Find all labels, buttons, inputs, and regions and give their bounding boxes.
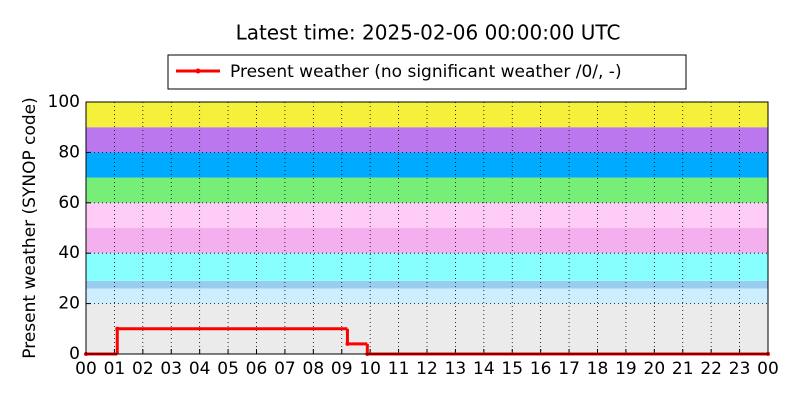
- legend-marker: [195, 68, 201, 74]
- y-tick-label: 60: [58, 193, 80, 213]
- data-point: [345, 341, 350, 346]
- x-tick-label: 20: [644, 359, 666, 379]
- y-axis-label: Present weather (SYNOP code): [20, 97, 40, 358]
- x-tick-label: 12: [416, 359, 438, 379]
- x-tick-label: 00: [75, 359, 97, 379]
- x-tick-label: 03: [160, 359, 182, 379]
- weather-band: [86, 288, 768, 304]
- weather-band: [86, 152, 768, 178]
- x-tick-label: 09: [331, 359, 353, 379]
- x-tick-label: 23: [729, 359, 751, 379]
- chart-title: Latest time: 2025-02-06 00:00:00 UTC: [236, 21, 621, 45]
- x-tick-label: 01: [104, 359, 126, 379]
- y-tick-label: 0: [69, 344, 80, 364]
- x-tick-label: 14: [473, 359, 495, 379]
- x-tick-label: 07: [274, 359, 296, 379]
- x-tick-label: 08: [303, 359, 325, 379]
- x-tick-label: 10: [359, 359, 381, 379]
- x-tick-label: 15: [501, 359, 523, 379]
- legend-box: [167, 54, 687, 90]
- weather-band: [86, 127, 768, 153]
- y-tick-label: 100: [48, 92, 80, 112]
- y-tick-label: 20: [58, 294, 80, 314]
- legend-label: Present weather (no significant weather …: [230, 62, 622, 82]
- x-tick-label: 16: [530, 359, 552, 379]
- weather-band: [86, 228, 768, 254]
- x-tick-label: 13: [445, 359, 467, 379]
- x-tick-label: 04: [189, 359, 211, 379]
- x-tick-label: 19: [615, 359, 637, 379]
- x-tick-label: 02: [132, 359, 154, 379]
- data-point: [115, 326, 120, 331]
- x-tick-label: 21: [672, 359, 694, 379]
- x-tick-label: 05: [217, 359, 239, 379]
- y-tick-label: 40: [58, 243, 80, 263]
- x-tick-label: 17: [558, 359, 580, 379]
- x-tick-label: 06: [246, 359, 268, 379]
- y-tick-label: 80: [58, 142, 80, 162]
- x-tick-label: 11: [388, 359, 410, 379]
- weather-band: [86, 280, 768, 289]
- x-tick-label: 22: [700, 359, 722, 379]
- weather-band: [86, 253, 768, 281]
- plot-frame: [85, 101, 769, 355]
- x-tick-label: 00: [757, 359, 779, 379]
- x-tick-label: 18: [587, 359, 609, 379]
